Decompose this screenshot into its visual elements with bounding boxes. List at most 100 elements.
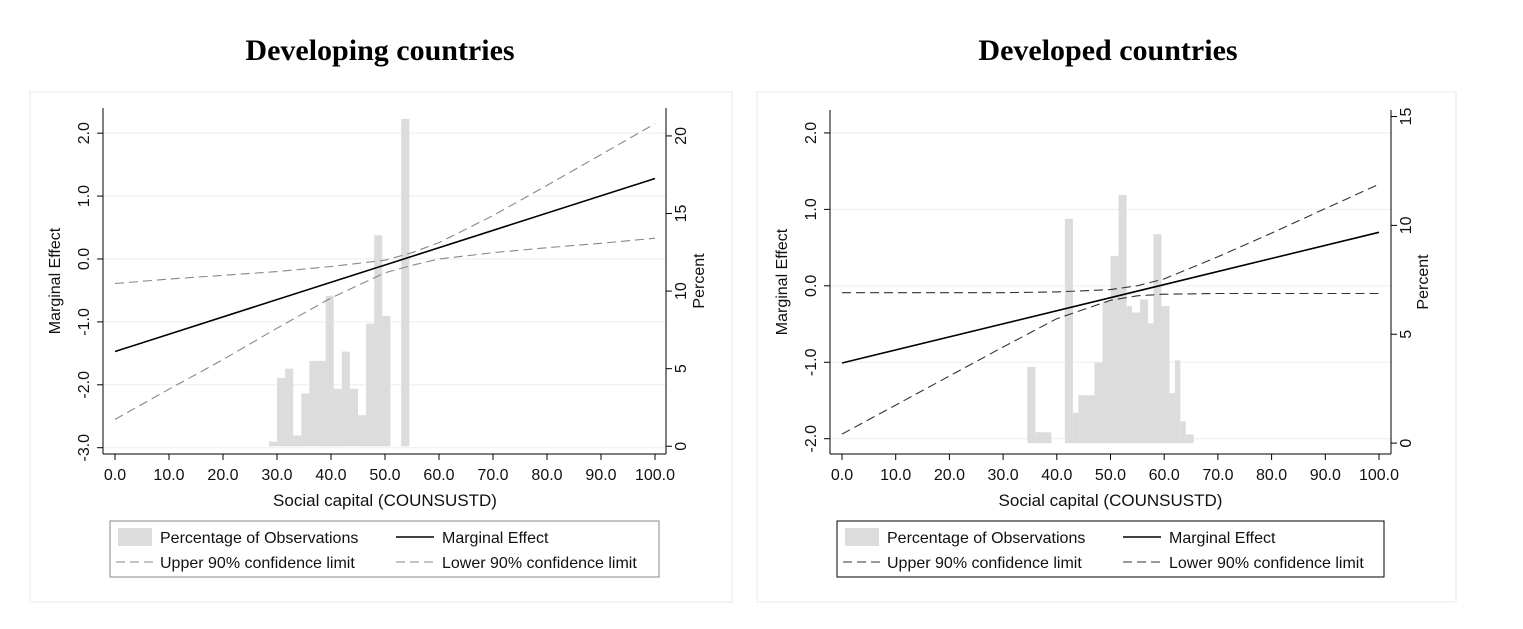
- y2-axis-title: Percent: [691, 253, 708, 309]
- histogram-bar: [1169, 393, 1175, 444]
- y2-tick-label: 10: [673, 282, 690, 300]
- x-tick-label: 90.0: [585, 467, 616, 484]
- chart-frame: [756, 91, 1457, 603]
- lower-ci-line: [114, 237, 656, 420]
- histogram-bar: [1035, 432, 1052, 444]
- histogram-bar: [1148, 323, 1154, 444]
- y2-tick-label: 20: [673, 127, 690, 145]
- x-tick-label: 50.0: [1095, 467, 1126, 484]
- x-tick-label: 60.0: [1149, 467, 1180, 484]
- x-tick-label: 10.0: [880, 467, 911, 484]
- marginal-effect-line: [841, 231, 1380, 364]
- chart-frame: [29, 91, 733, 603]
- histogram-bar: [1180, 421, 1186, 444]
- y-tick-label: 2.0: [76, 122, 93, 144]
- y2-tick-label: 10: [1398, 216, 1415, 234]
- y-tick-label: -2.0: [803, 425, 820, 453]
- x-tick-label: 80.0: [1256, 467, 1287, 484]
- y-tick-label: 2.0: [803, 122, 820, 144]
- histogram-bar: [1131, 312, 1141, 444]
- histogram-bar: [1118, 194, 1127, 444]
- legend-label: Upper 90% confidence limit: [160, 555, 355, 572]
- y2-tick-label: 15: [673, 205, 690, 223]
- x-tick-label: 30.0: [988, 467, 1019, 484]
- histogram-bar: [1174, 360, 1181, 444]
- histogram-bar: [285, 368, 294, 447]
- y-tick-label: 1.0: [76, 185, 93, 207]
- histogram-bar: [268, 441, 277, 447]
- y-axis-title: Marginal Effect: [47, 227, 64, 334]
- histogram-bar: [333, 388, 342, 447]
- histogram-bar: [1102, 301, 1111, 444]
- x-tick-label: 20.0: [934, 467, 965, 484]
- y-axis-title: Marginal Effect: [774, 228, 791, 335]
- x-tick-label: 0.0: [831, 467, 853, 484]
- histogram-bar: [1185, 434, 1194, 444]
- histogram-bar: [309, 360, 326, 447]
- histogram-bar: [374, 235, 383, 447]
- legend-box: [836, 520, 1385, 578]
- x-tick-label: 80.0: [531, 467, 562, 484]
- y2-tick-label: 5: [673, 364, 690, 373]
- legend-label: Lower 90% confidence limit: [1169, 555, 1364, 572]
- x-axis-title: Social capital (COUNSUSTD): [273, 491, 497, 510]
- y-tick-label: -1.0: [803, 348, 820, 376]
- upper-ci-line: [842, 183, 1380, 294]
- histogram-bar: [325, 295, 334, 447]
- lower-ci-line: [841, 292, 1379, 435]
- y-tick-label: -3.0: [76, 434, 93, 462]
- legend-label: Lower 90% confidence limit: [442, 555, 637, 572]
- y2-tick-label: 5: [1398, 330, 1415, 339]
- histogram-bar: [349, 388, 358, 447]
- histogram-bar: [1027, 366, 1036, 444]
- histogram-bar: [1161, 305, 1170, 444]
- legend-label: Percentage of Observations: [160, 530, 358, 547]
- histogram-bar: [1078, 395, 1095, 444]
- y2-tick-label: 0: [1398, 439, 1415, 448]
- legend-label: Percentage of Observations: [887, 530, 1085, 547]
- legend-box: [109, 520, 660, 578]
- x-tick-label: 70.0: [1202, 467, 1233, 484]
- x-tick-label: 60.0: [423, 467, 454, 484]
- x-tick-label: 20.0: [207, 467, 238, 484]
- x-tick-label: 30.0: [261, 467, 292, 484]
- histogram-bar: [1110, 255, 1119, 444]
- y2-tick-label: 15: [1398, 108, 1415, 126]
- histogram-bar: [1140, 299, 1149, 444]
- x-axis-title: Social capital (COUNSUSTD): [999, 491, 1223, 510]
- histogram-bar: [293, 435, 302, 447]
- x-tick-label: 50.0: [369, 467, 400, 484]
- y-tick-label: -1.0: [76, 308, 93, 336]
- legend-swatch-histogram: [845, 528, 879, 546]
- histogram-bar: [1126, 305, 1132, 444]
- legend-label: Upper 90% confidence limit: [887, 555, 1082, 572]
- y-tick-label: -2.0: [76, 371, 93, 399]
- histogram-bar: [1153, 234, 1162, 444]
- histogram-bar: [366, 323, 375, 447]
- histogram-bar: [358, 415, 367, 447]
- histogram-bar: [277, 377, 286, 447]
- chart-title-developed: Developed countries: [978, 34, 1238, 67]
- y-tick-label: 0.0: [803, 275, 820, 297]
- upper-ci-line: [114, 123, 656, 285]
- y-tick-label: 0.0: [76, 248, 93, 270]
- x-tick-label: 100.0: [1359, 467, 1399, 484]
- x-tick-label: 90.0: [1310, 467, 1341, 484]
- histogram-bar: [1094, 362, 1103, 444]
- histogram-bar: [1064, 218, 1073, 444]
- x-tick-label: 70.0: [477, 467, 508, 484]
- x-tick-label: 40.0: [315, 467, 346, 484]
- y2-axis-title: Percent: [1415, 254, 1432, 310]
- x-tick-label: 100.0: [635, 467, 675, 484]
- histogram-bar: [341, 351, 350, 447]
- x-tick-label: 40.0: [1041, 467, 1072, 484]
- y-tick-label: 1.0: [803, 198, 820, 220]
- histogram-bar: [401, 118, 410, 447]
- legend-label: Marginal Effect: [442, 530, 549, 547]
- marginal-effect-line: [114, 177, 656, 353]
- legend-swatch-histogram: [118, 528, 152, 546]
- legend-label: Marginal Effect: [1169, 530, 1276, 547]
- histogram-bar: [382, 315, 391, 447]
- x-tick-label: 0.0: [104, 467, 126, 484]
